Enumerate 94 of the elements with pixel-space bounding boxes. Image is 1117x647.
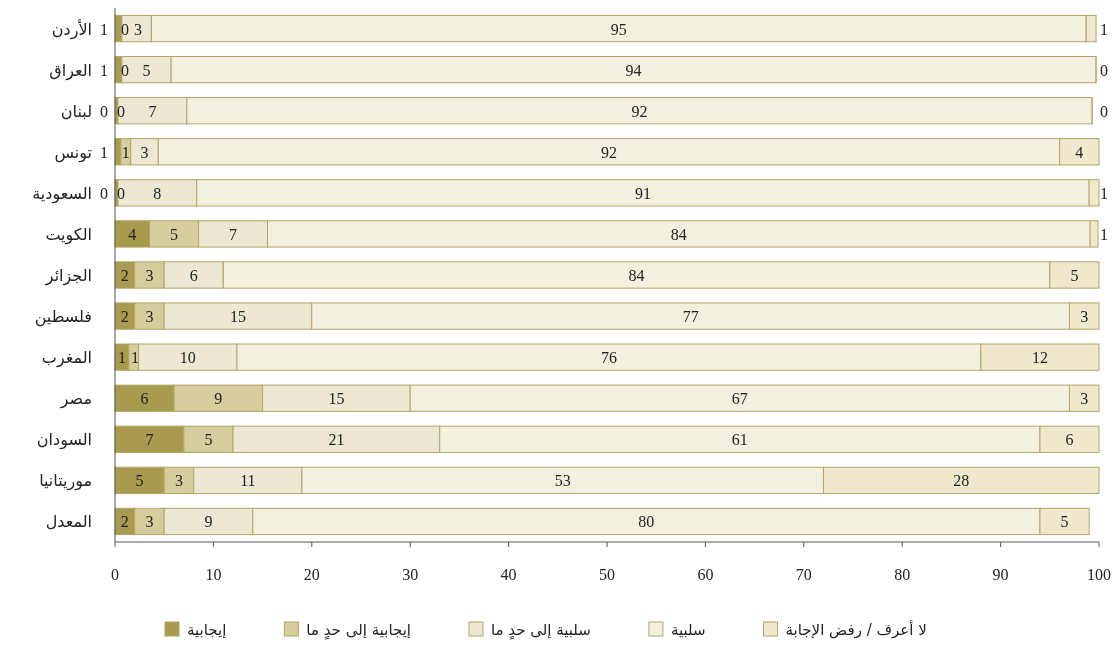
y-tick-label: العراق xyxy=(49,60,92,81)
x-tick-label: 70 xyxy=(795,566,812,583)
data-label: 92 xyxy=(631,102,648,120)
x-tick-label: 10 xyxy=(205,566,222,583)
x-tick-label: 80 xyxy=(894,566,911,583)
data-label: 80 xyxy=(638,513,655,531)
data-label: 3 xyxy=(145,267,154,284)
data-label: 0 xyxy=(116,184,125,202)
data-label: 1 xyxy=(121,143,130,161)
data-label: 3 xyxy=(145,308,154,326)
x-tick-label: 50 xyxy=(599,566,615,583)
y-tick-label: تونس xyxy=(54,142,92,163)
data-label: 84 xyxy=(628,267,645,284)
y-tick-label: موريتانيا xyxy=(39,471,92,492)
data-label: 0 xyxy=(1100,61,1108,79)
legend-label: سلبية إلى حدٍ ما xyxy=(490,621,591,641)
y-tick-label: الكويت xyxy=(45,224,92,245)
data-label: 61 xyxy=(731,431,748,449)
data-label: 5 xyxy=(1060,513,1069,531)
x-tick-label: 100 xyxy=(1087,566,1111,583)
data-label: 4 xyxy=(128,225,137,243)
data-label: 1 xyxy=(1100,20,1108,38)
data-label: 3 xyxy=(1080,390,1089,408)
x-tick-label: 90 xyxy=(992,566,1009,583)
data-label: 53 xyxy=(554,472,571,490)
data-label: 3 xyxy=(145,513,154,531)
x-tick-label: 40 xyxy=(500,566,517,583)
data-label: 21 xyxy=(328,431,345,449)
data-label: 77 xyxy=(682,308,699,326)
data-label: 67 xyxy=(731,390,748,408)
legend-label: إيجابية إلى حدٍ ما xyxy=(306,621,411,641)
data-label: 6 xyxy=(140,390,149,408)
data-label: 94 xyxy=(625,61,642,79)
data-label: 3 xyxy=(1080,308,1089,326)
data-label: 1 xyxy=(130,349,139,367)
data-label: 2 xyxy=(120,513,129,531)
y-tick-label: السودان xyxy=(36,430,92,451)
x-tick-label: 60 xyxy=(697,566,714,583)
x-tick-label: 20 xyxy=(303,566,320,583)
data-label: 5 xyxy=(204,431,213,449)
data-label: 2 xyxy=(120,308,129,326)
data-label: 28 xyxy=(953,472,970,490)
y-tick-label: المغرب xyxy=(41,348,92,369)
y-tick-label: الجزائر xyxy=(44,266,92,286)
data-label: 6 xyxy=(1065,431,1074,449)
data-label: 0 xyxy=(120,20,129,38)
data-label: 3 xyxy=(133,20,142,38)
data-label: 3 xyxy=(174,472,183,490)
data-label: 0 xyxy=(100,184,108,202)
x-tick-label: 30 xyxy=(402,566,419,583)
data-label: 12 xyxy=(1031,349,1048,367)
y-tick-label: مصر xyxy=(59,389,92,410)
data-label: 4 xyxy=(1075,143,1084,161)
data-label: 0 xyxy=(1100,102,1108,120)
data-label: 1 xyxy=(1100,225,1108,243)
x-tick-label: 0 xyxy=(111,566,119,583)
data-label: 6 xyxy=(189,267,198,284)
data-label: 0 xyxy=(100,102,108,120)
data-label: 1 xyxy=(100,143,108,161)
data-label: 92 xyxy=(600,143,617,161)
legend-label: لا أعرف / رفض الإجابة xyxy=(785,620,927,639)
data-label: 2 xyxy=(120,267,129,284)
data-label: 0 xyxy=(116,102,125,120)
data-label: 7 xyxy=(229,225,238,243)
data-label: 5 xyxy=(135,472,144,490)
data-label: 7 xyxy=(145,431,154,449)
y-tick-label: المعدل xyxy=(45,512,92,532)
data-label: 91 xyxy=(634,184,651,202)
data-label: 3 xyxy=(140,143,149,161)
data-label: 15 xyxy=(230,308,246,326)
y-tick-label: فلسطين xyxy=(34,307,92,328)
data-label: 0 xyxy=(120,61,129,79)
data-label: 9 xyxy=(204,513,213,531)
data-label: 1 xyxy=(1100,184,1108,202)
y-tick-label: لبنان xyxy=(60,101,92,121)
y-tick-label: السعودية xyxy=(32,183,92,204)
legend-label: إيجابية xyxy=(187,621,227,639)
y-tick-label: الأردن xyxy=(51,18,92,40)
data-label: 1 xyxy=(100,61,108,79)
data-label: 15 xyxy=(328,390,345,408)
data-label: 9 xyxy=(214,390,223,408)
data-label: 10 xyxy=(179,349,196,367)
data-label: 76 xyxy=(600,349,617,367)
data-label: 7 xyxy=(148,102,157,120)
data-label: 5 xyxy=(142,61,151,79)
data-label: 5 xyxy=(1070,267,1079,284)
data-label: 84 xyxy=(670,225,687,243)
data-label: 1 xyxy=(117,349,126,367)
legend-label: سلبية xyxy=(670,621,706,639)
data-label: 95 xyxy=(610,20,627,38)
data-label: 11 xyxy=(240,472,256,490)
data-label: 8 xyxy=(153,184,162,202)
data-label: 5 xyxy=(170,225,179,243)
data-label: 1 xyxy=(100,20,108,38)
